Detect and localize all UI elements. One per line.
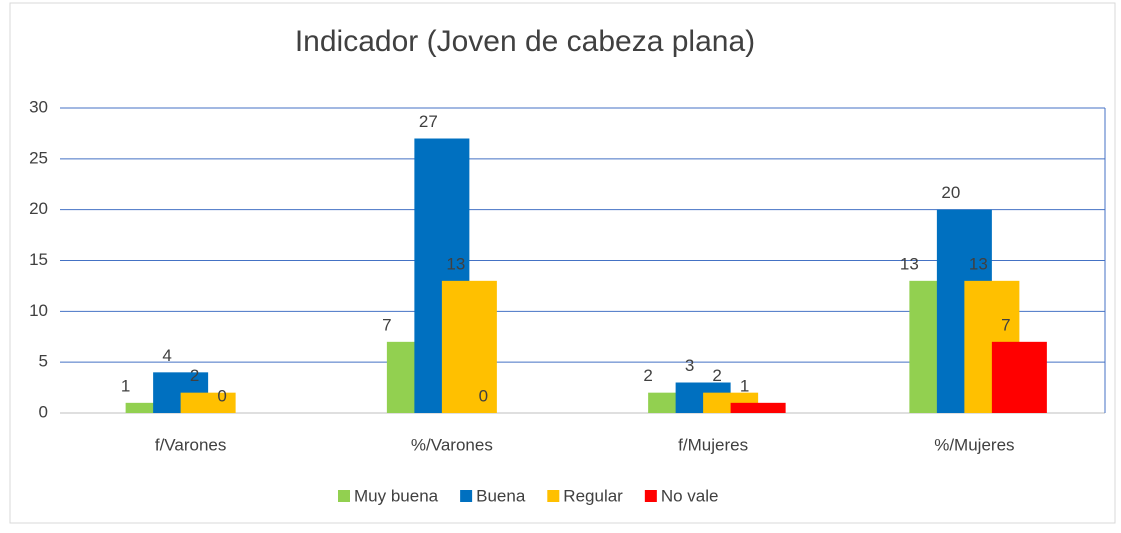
bar [991,341,1047,413]
data-label: 0 [479,386,488,405]
data-label: 2 [712,366,721,385]
data-label: 7 [382,315,391,334]
legend-swatch [644,490,657,502]
data-label: 13 [446,254,465,273]
y-tick-label: 20 [29,199,48,218]
y-tick-label: 15 [29,250,48,269]
bar [180,392,236,413]
data-label: 20 [941,183,960,202]
legend-label: Muy buena [354,486,439,505]
data-label: 4 [162,346,171,365]
legend-label: Buena [476,486,526,505]
x-tick-label: f/Varones [155,435,227,454]
bar [441,280,497,413]
data-label: 2 [643,366,652,385]
data-label: 27 [419,112,438,131]
data-label: 0 [217,386,226,405]
data-label: 13 [969,254,988,273]
y-tick-label: 30 [29,97,48,116]
y-tick-label: 25 [29,148,48,167]
data-label: 3 [685,356,694,375]
data-label: 1 [740,376,749,395]
data-label: 7 [1001,315,1010,334]
y-tick-label: 5 [39,352,48,371]
bar [730,402,786,413]
x-tick-label: %/Varones [411,435,493,454]
x-tick-label: f/Mujeres [678,435,748,454]
legend-swatch [460,490,473,502]
x-tick-label: %/Mujeres [934,435,1014,454]
legend-label: Regular [563,486,623,505]
y-tick-label: 10 [29,301,48,320]
legend-swatch [338,490,350,502]
data-label: 1 [121,376,130,395]
y-tick-label: 0 [39,402,48,421]
chart-title: Indicador (Joven de cabeza plana) [295,25,755,58]
data-label: 2 [190,366,199,385]
legend-label: No vale [661,486,719,505]
data-label: 13 [900,254,919,273]
chart-border [9,2,1116,524]
legend-swatch [547,490,560,502]
